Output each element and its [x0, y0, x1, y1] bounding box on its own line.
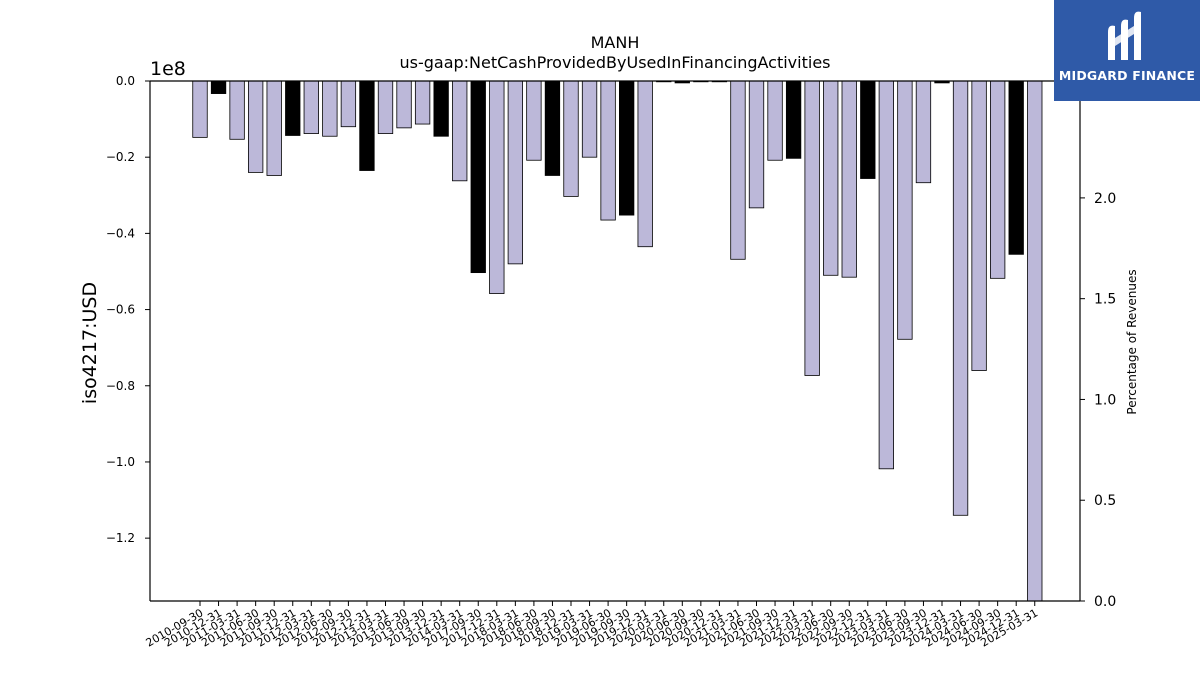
y2-tick-label: 1.0 [1094, 392, 1116, 408]
chart-title: MANH [591, 33, 640, 52]
y-tick-label: −0.4 [106, 226, 135, 240]
y2-tick-label: 0.5 [1094, 493, 1116, 509]
bar-2018-09-30 [544, 80, 561, 176]
bar-2025-03-31 [1027, 80, 1043, 602]
bar-2012-06-30 [322, 80, 338, 137]
y-tick-label: −0.6 [106, 303, 135, 317]
bar-2022-06-30 [823, 80, 839, 276]
y-axis-ticks: 0.0 −0.2 −0.4 −0.6 −0.8 −1.0 −1.2 [106, 74, 150, 545]
bar-2010-09-30 [192, 80, 208, 138]
bar-2011-09-30 [266, 80, 282, 176]
bar-2022-12-31 [860, 80, 876, 179]
bar-2012-03-31 [303, 80, 319, 134]
bar-2022-03-31 [804, 80, 820, 376]
bar-2013-09-30 [414, 80, 431, 125]
y2-axis-label: Percentage of Revenues [1125, 269, 1139, 414]
bar-2019-09-30 [619, 80, 635, 216]
y-tick-label: −0.2 [106, 150, 135, 164]
bar-2012-12-31 [359, 80, 375, 171]
bar-2011-12-31 [285, 80, 301, 136]
y-tick-label: −1.2 [106, 531, 135, 545]
y2-tick-label: 2.0 [1094, 191, 1116, 207]
bar-2017-12-31 [489, 80, 505, 294]
bar-2018-03-31 [507, 80, 524, 265]
bar-2024-06-30 [971, 80, 987, 371]
bar-2021-06-30 [748, 80, 765, 209]
midgard-m-icon [1108, 11, 1141, 61]
y-tick-label: −1.0 [106, 455, 135, 469]
bar-2012-09-30 [340, 80, 357, 128]
bar-2013-12-31 [433, 80, 449, 137]
brand-name: MIDGARD FINANCE [1058, 68, 1196, 83]
bar-2017-09-30 [470, 80, 486, 274]
bar-group [192, 80, 1043, 602]
bar-2014-03-31 [452, 80, 468, 182]
bar-2019-12-31 [637, 80, 653, 248]
bar-2024-03-31 [952, 80, 969, 516]
bar-2023-09-30 [915, 80, 932, 184]
y2-axis-ticks: 0.0 0.5 1.0 1.5 2.0 [1080, 191, 1116, 610]
bar-2018-06-30 [526, 80, 542, 161]
bar-2013-03-31 [377, 80, 394, 134]
bar-2011-06-30 [247, 80, 264, 173]
y-offset-label: 1e8 [150, 58, 186, 80]
y-tick-label: −0.8 [106, 379, 135, 393]
bar-2019-03-31 [581, 80, 598, 158]
bar-2010-12-31 [210, 80, 227, 94]
y-tick-label: 0.0 [116, 74, 135, 88]
bar-2024-12-31 [1008, 80, 1024, 255]
y2-tick-label: 0.0 [1094, 594, 1116, 610]
x-axis-ticks: 2010-09-302010-12-312011-03-312011-06-30… [144, 601, 1040, 650]
brand-logo: MIDGARD FINANCE [1054, 0, 1200, 101]
bar-2011-03-31 [229, 80, 245, 140]
bar-2021-09-30 [767, 80, 783, 161]
bar-2021-12-31 [785, 80, 802, 159]
bar-2013-06-30 [396, 80, 412, 129]
y-axis-label: iso4217:USD [79, 282, 101, 404]
bar-2023-03-31 [878, 80, 894, 470]
y2-tick-label: 1.5 [1094, 292, 1116, 308]
bar-2021-03-31 [730, 80, 746, 260]
bar-2019-06-30 [600, 80, 616, 221]
bar-2022-09-30 [841, 80, 857, 278]
chart-subtitle: us-gaap:NetCashProvidedByUsedInFinancing… [399, 53, 830, 72]
bar-2018-12-31 [563, 80, 579, 197]
bar-2023-06-30 [897, 80, 913, 340]
bar-2024-09-30 [990, 80, 1006, 279]
